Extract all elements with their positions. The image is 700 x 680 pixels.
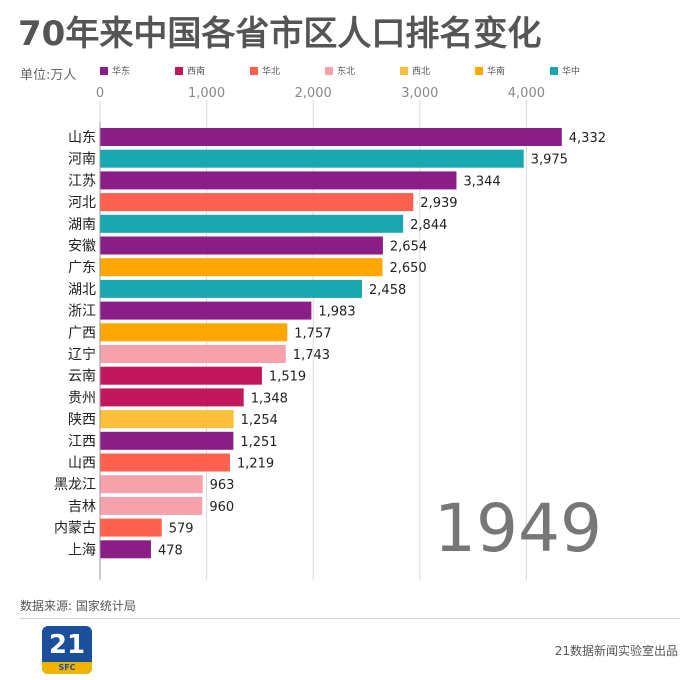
value-label: 1,219 [237,457,274,472]
category-label: 河北 [68,195,96,211]
category-label: 广西 [68,325,96,341]
category-label: 内蒙古 [54,521,96,537]
value-label: 2,650 [389,261,426,276]
x-tick-label: 2,000 [295,86,332,101]
logo-subtext: SFC [42,662,92,674]
bar [100,149,524,168]
x-tick-label: 1,000 [188,86,225,101]
value-label: 1,519 [269,370,306,385]
category-label: 上海 [68,542,96,558]
chart-title: 70年来中国各省市区人口排名变化 [18,14,542,54]
legend-item: 东北 [325,64,355,77]
source-note: 数据来源: 国家统计局 [20,599,136,613]
legend-label: 华南 [487,67,506,77]
category-label: 广东 [68,260,96,276]
category-label: 安徽 [68,239,96,255]
legend-label: 东北 [337,67,356,77]
category-label: 浙江 [68,304,96,320]
bar [100,214,404,233]
bar [100,453,230,472]
logo-number: 21 [48,630,86,660]
value-label: 963 [210,478,235,493]
legend-label: 华中 [562,67,581,77]
value-label: 3,975 [531,153,568,168]
x-tick-label: 3,000 [401,86,438,101]
category-label: 吉林 [68,499,96,515]
value-label: 2,654 [390,240,427,255]
x-tick-label: 4,000 [508,86,545,101]
year-label: 1949 [434,490,602,567]
bar [100,431,234,450]
bar [100,258,383,277]
value-label: 2,844 [410,218,447,233]
category-label: 湖北 [68,282,96,298]
legend-swatch [175,66,183,75]
bar [100,366,262,385]
category-label: 陕西 [68,412,96,428]
value-label: 960 [209,500,234,515]
category-label: 山西 [68,456,96,472]
footer-divider [20,618,680,619]
category-label: 云南 [68,369,96,385]
value-label: 3,344 [463,174,500,189]
category-label: 山东 [68,130,96,146]
legend-label: 华东 [112,67,131,77]
category-label: 辽宁 [68,346,96,363]
value-label: 1,348 [251,391,288,406]
bar [100,193,414,212]
bar [100,345,286,363]
bar [100,279,363,298]
value-label: 1,757 [294,326,331,341]
legend-swatch [250,66,258,75]
legend-swatch [400,66,408,75]
legend-swatch [325,66,333,75]
value-label: 1,254 [241,413,278,428]
x-tick-label: 0 [96,86,104,101]
legend-label: 华北 [262,67,281,77]
bar [100,496,203,515]
legend-swatch [550,66,558,75]
legend-item: 华中 [550,64,580,77]
legend-swatch [475,66,483,75]
bar [100,540,151,559]
bar [100,475,203,494]
value-label: 1,983 [318,305,355,320]
value-label: 2,458 [369,283,406,298]
category-label: 江苏 [68,173,96,189]
unit-label: 单位:万人 [20,68,77,83]
legend-item: 华东 [100,64,130,77]
legend-label: 西北 [412,67,431,77]
bar [100,128,562,146]
legend-item: 华南 [475,64,505,77]
value-label: 1,743 [293,348,330,363]
bar [100,388,244,407]
legend-item: 华北 [250,64,280,77]
value-label: 4,332 [569,131,606,146]
bar [100,301,312,320]
legend-item: 西北 [400,64,430,77]
bar [100,236,383,255]
bar-chart: 0 1,000 2,000 3,000 4,000 山东 4,332 河南 3,975 江苏 3,3… [54,86,606,580]
bar [100,171,457,190]
category-label: 黑龙江 [54,477,96,493]
category-label: 湖南 [68,217,96,233]
value-label: 478 [158,543,183,558]
category-label: 河南 [68,152,96,168]
legend-label: 西南 [187,67,206,77]
category-label: 江西 [68,434,96,450]
bar [100,518,162,537]
category-label: 贵州 [68,390,96,406]
credit-text: 21数据新闻实验室出品 [554,644,678,658]
value-label: 2,939 [420,196,457,211]
bar [100,323,288,342]
legend-swatch [100,66,108,75]
value-label: 579 [169,522,194,537]
bar [100,410,234,429]
brand-logo: 21 SFC [42,626,92,674]
legend-item: 西南 [175,64,205,77]
value-label: 1,251 [240,435,277,450]
